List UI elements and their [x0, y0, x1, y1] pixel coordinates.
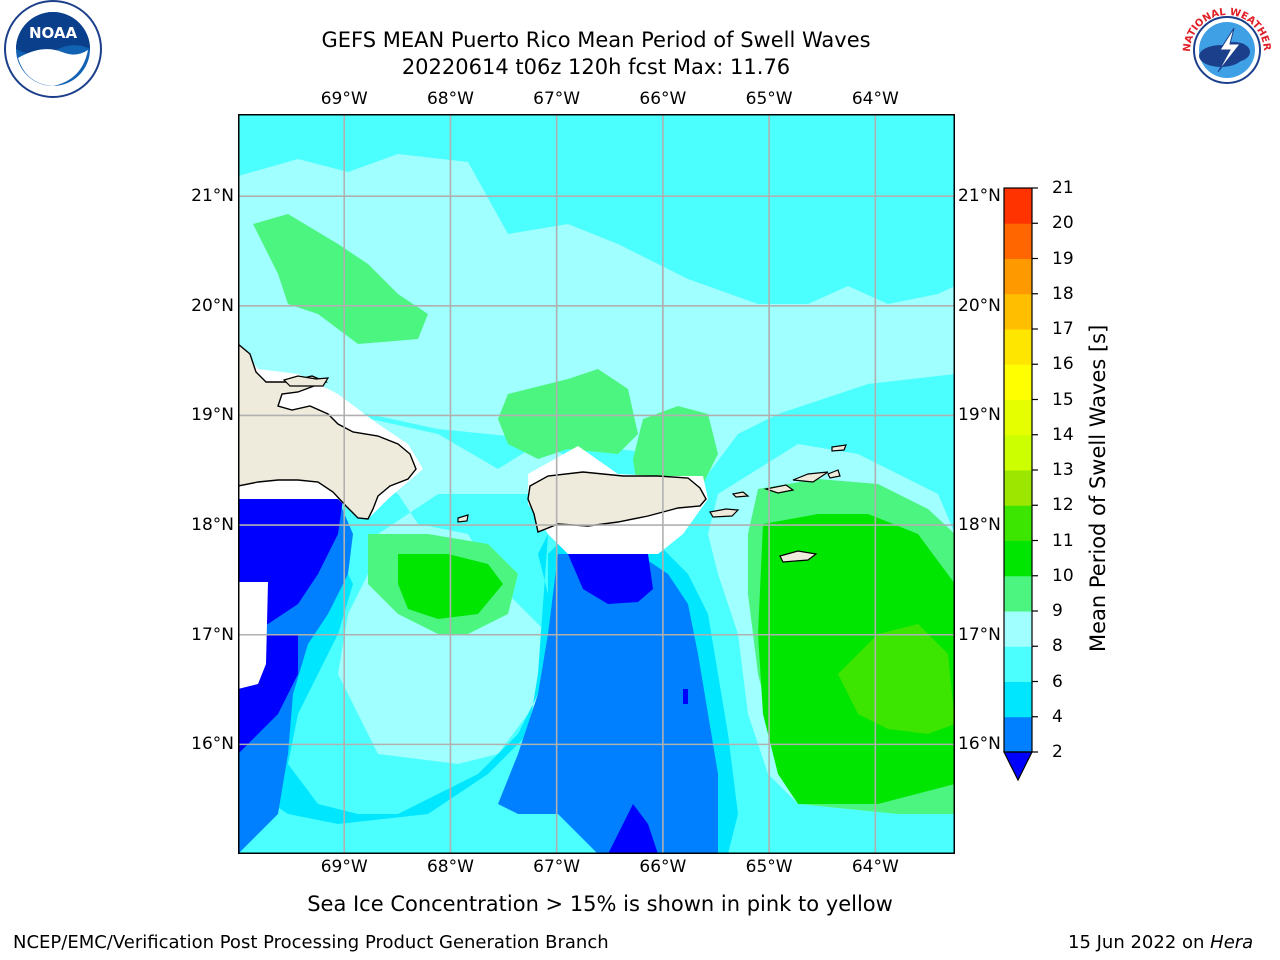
colorbar-segment-12 [1004, 470, 1032, 506]
colorbar-segment-15 [1004, 364, 1032, 400]
colorbar-segment-6 [1004, 646, 1032, 682]
colorbar-title: Mean Period of Swell Waves [s] [1086, 324, 1110, 652]
footer-date: 15 Jun 2022 on Hera [1068, 932, 1253, 954]
map-panel [238, 114, 955, 854]
land-vieques [709, 508, 740, 518]
lon-tick-bottom-4: 65°W [745, 857, 793, 877]
nws-logo: NATIONAL WEATHER SERVICE [1172, 0, 1278, 100]
colorbar-label-19: 19 [1052, 248, 1074, 269]
colorbar-label-11: 11 [1052, 530, 1074, 551]
colorbar-segment-18 [1004, 258, 1032, 295]
lon-tick-top-4: 65°W [745, 89, 793, 109]
lat-tick-right-0: 21°N [958, 186, 1001, 207]
lat-tick-right-3: 18°N [958, 515, 1001, 536]
map-frame [238, 114, 955, 854]
lon-tick-top-0: 69°W [320, 89, 368, 109]
contour-8-9-north [238, 154, 955, 474]
colorbar-label-18: 18 [1052, 283, 1074, 304]
contour-2-4-south [608, 804, 658, 854]
colorbar-label-4: 4 [1052, 706, 1063, 727]
contour-2-4-small [683, 689, 688, 704]
colorbar-segment-8 [1004, 611, 1032, 647]
land [238, 343, 847, 563]
lon-tick-top-1: 68°W [426, 89, 474, 109]
colorbar-label-17: 17 [1052, 319, 1074, 339]
colorbar-segment-14 [1004, 399, 1032, 436]
land-north-islet [282, 375, 330, 387]
lat-tick-left-0: 21°N [191, 186, 234, 207]
lon-tick-top-2: 67°W [533, 89, 581, 109]
contour-9-10-nw [253, 214, 428, 344]
contour-2-4-central [568, 554, 653, 604]
land-tortola [792, 471, 829, 483]
lon-tick-bottom-3: 66°W [639, 857, 687, 877]
lat-tick-left-3: 18°N [191, 515, 234, 536]
colorbar-label-12: 12 [1052, 495, 1074, 516]
colorbar-segment-20 [1004, 188, 1032, 224]
noaa-logo: NOAA [2, 0, 104, 100]
land-anegada [831, 444, 847, 452]
colorbar-segment-10 [1004, 540, 1032, 577]
colorbar-label-10: 10 [1052, 565, 1074, 586]
lat-tick-right-1: 20°N [958, 295, 1001, 316]
contour-9-10-central [498, 369, 638, 459]
colorbar-segment-16 [1004, 329, 1032, 365]
lat-tick-right-5: 16°N [958, 734, 1001, 755]
colorbar-label-21: 21 [1052, 178, 1074, 198]
lon-tick-bottom-0: 69°W [320, 857, 368, 877]
land-puerto-rico [527, 471, 707, 533]
contour-11-12-se [838, 624, 955, 734]
colorbar-label-13: 13 [1052, 460, 1074, 480]
swell-contours [238, 154, 955, 854]
land-st-john [763, 484, 795, 494]
colorbar-segment-17 [1004, 293, 1032, 330]
noaa-logo-text: NOAA [29, 24, 78, 42]
chart-subtitle: 20220614 t06z 120h fcst Max: 11.76 [401, 55, 791, 79]
colorbar-segment-2 [1004, 716, 1032, 753]
colorbar-label-20: 20 [1052, 213, 1074, 234]
colorbar-segment-11 [1004, 505, 1032, 541]
colorbar-segment-19 [1004, 223, 1032, 259]
lon-tick-bottom-5: 64°W [851, 857, 899, 877]
colorbar [995, 182, 1055, 792]
lat-tick-left-4: 17°N [191, 624, 234, 645]
colorbar-under-arrow [1003, 751, 1033, 782]
footer-date-text: 15 Jun 2022 on [1068, 932, 1211, 953]
land-mona [457, 514, 469, 523]
colorbar-label-9: 9 [1052, 601, 1063, 621]
colorbar-label-2: 2 [1052, 742, 1063, 762]
lat-tick-left-2: 19°N [191, 405, 234, 426]
footer-credit: NCEP/EMC/Verification Post Processing Pr… [13, 932, 609, 953]
lat-tick-left-1: 20°N [191, 295, 234, 316]
lat-tick-left-5: 16°N [191, 734, 234, 755]
lon-tick-bottom-2: 67°W [533, 857, 581, 877]
colorbar-label-8: 8 [1052, 636, 1063, 657]
graticule [238, 114, 955, 854]
colorbar-segment-13 [1004, 434, 1032, 471]
lon-tick-bottom-1: 68°W [426, 857, 474, 877]
colorbar-label-15: 15 [1052, 389, 1074, 410]
lon-tick-top-5: 64°W [851, 89, 899, 109]
footer-host: Hera [1210, 932, 1254, 953]
lat-tick-right-4: 17°N [958, 624, 1001, 645]
lon-tick-top-3: 66°W [639, 89, 687, 109]
sea-ice-note: Sea Ice Concentration > 15% is shown in … [307, 892, 893, 916]
colorbar-segment-9 [1004, 575, 1032, 612]
chart-title: GEFS MEAN Puerto Rico Mean Period of Swe… [321, 28, 871, 52]
land-virgin-gorda [827, 469, 841, 479]
colorbar-label-14: 14 [1052, 424, 1074, 445]
land-st-croix [779, 550, 818, 563]
colorbar-label-16: 16 [1052, 354, 1074, 375]
colorbar-label-6: 6 [1052, 671, 1063, 692]
colorbar-segment-4 [1004, 681, 1032, 718]
land-st-thomas [731, 491, 750, 498]
lat-tick-right-2: 19°N [958, 405, 1001, 426]
